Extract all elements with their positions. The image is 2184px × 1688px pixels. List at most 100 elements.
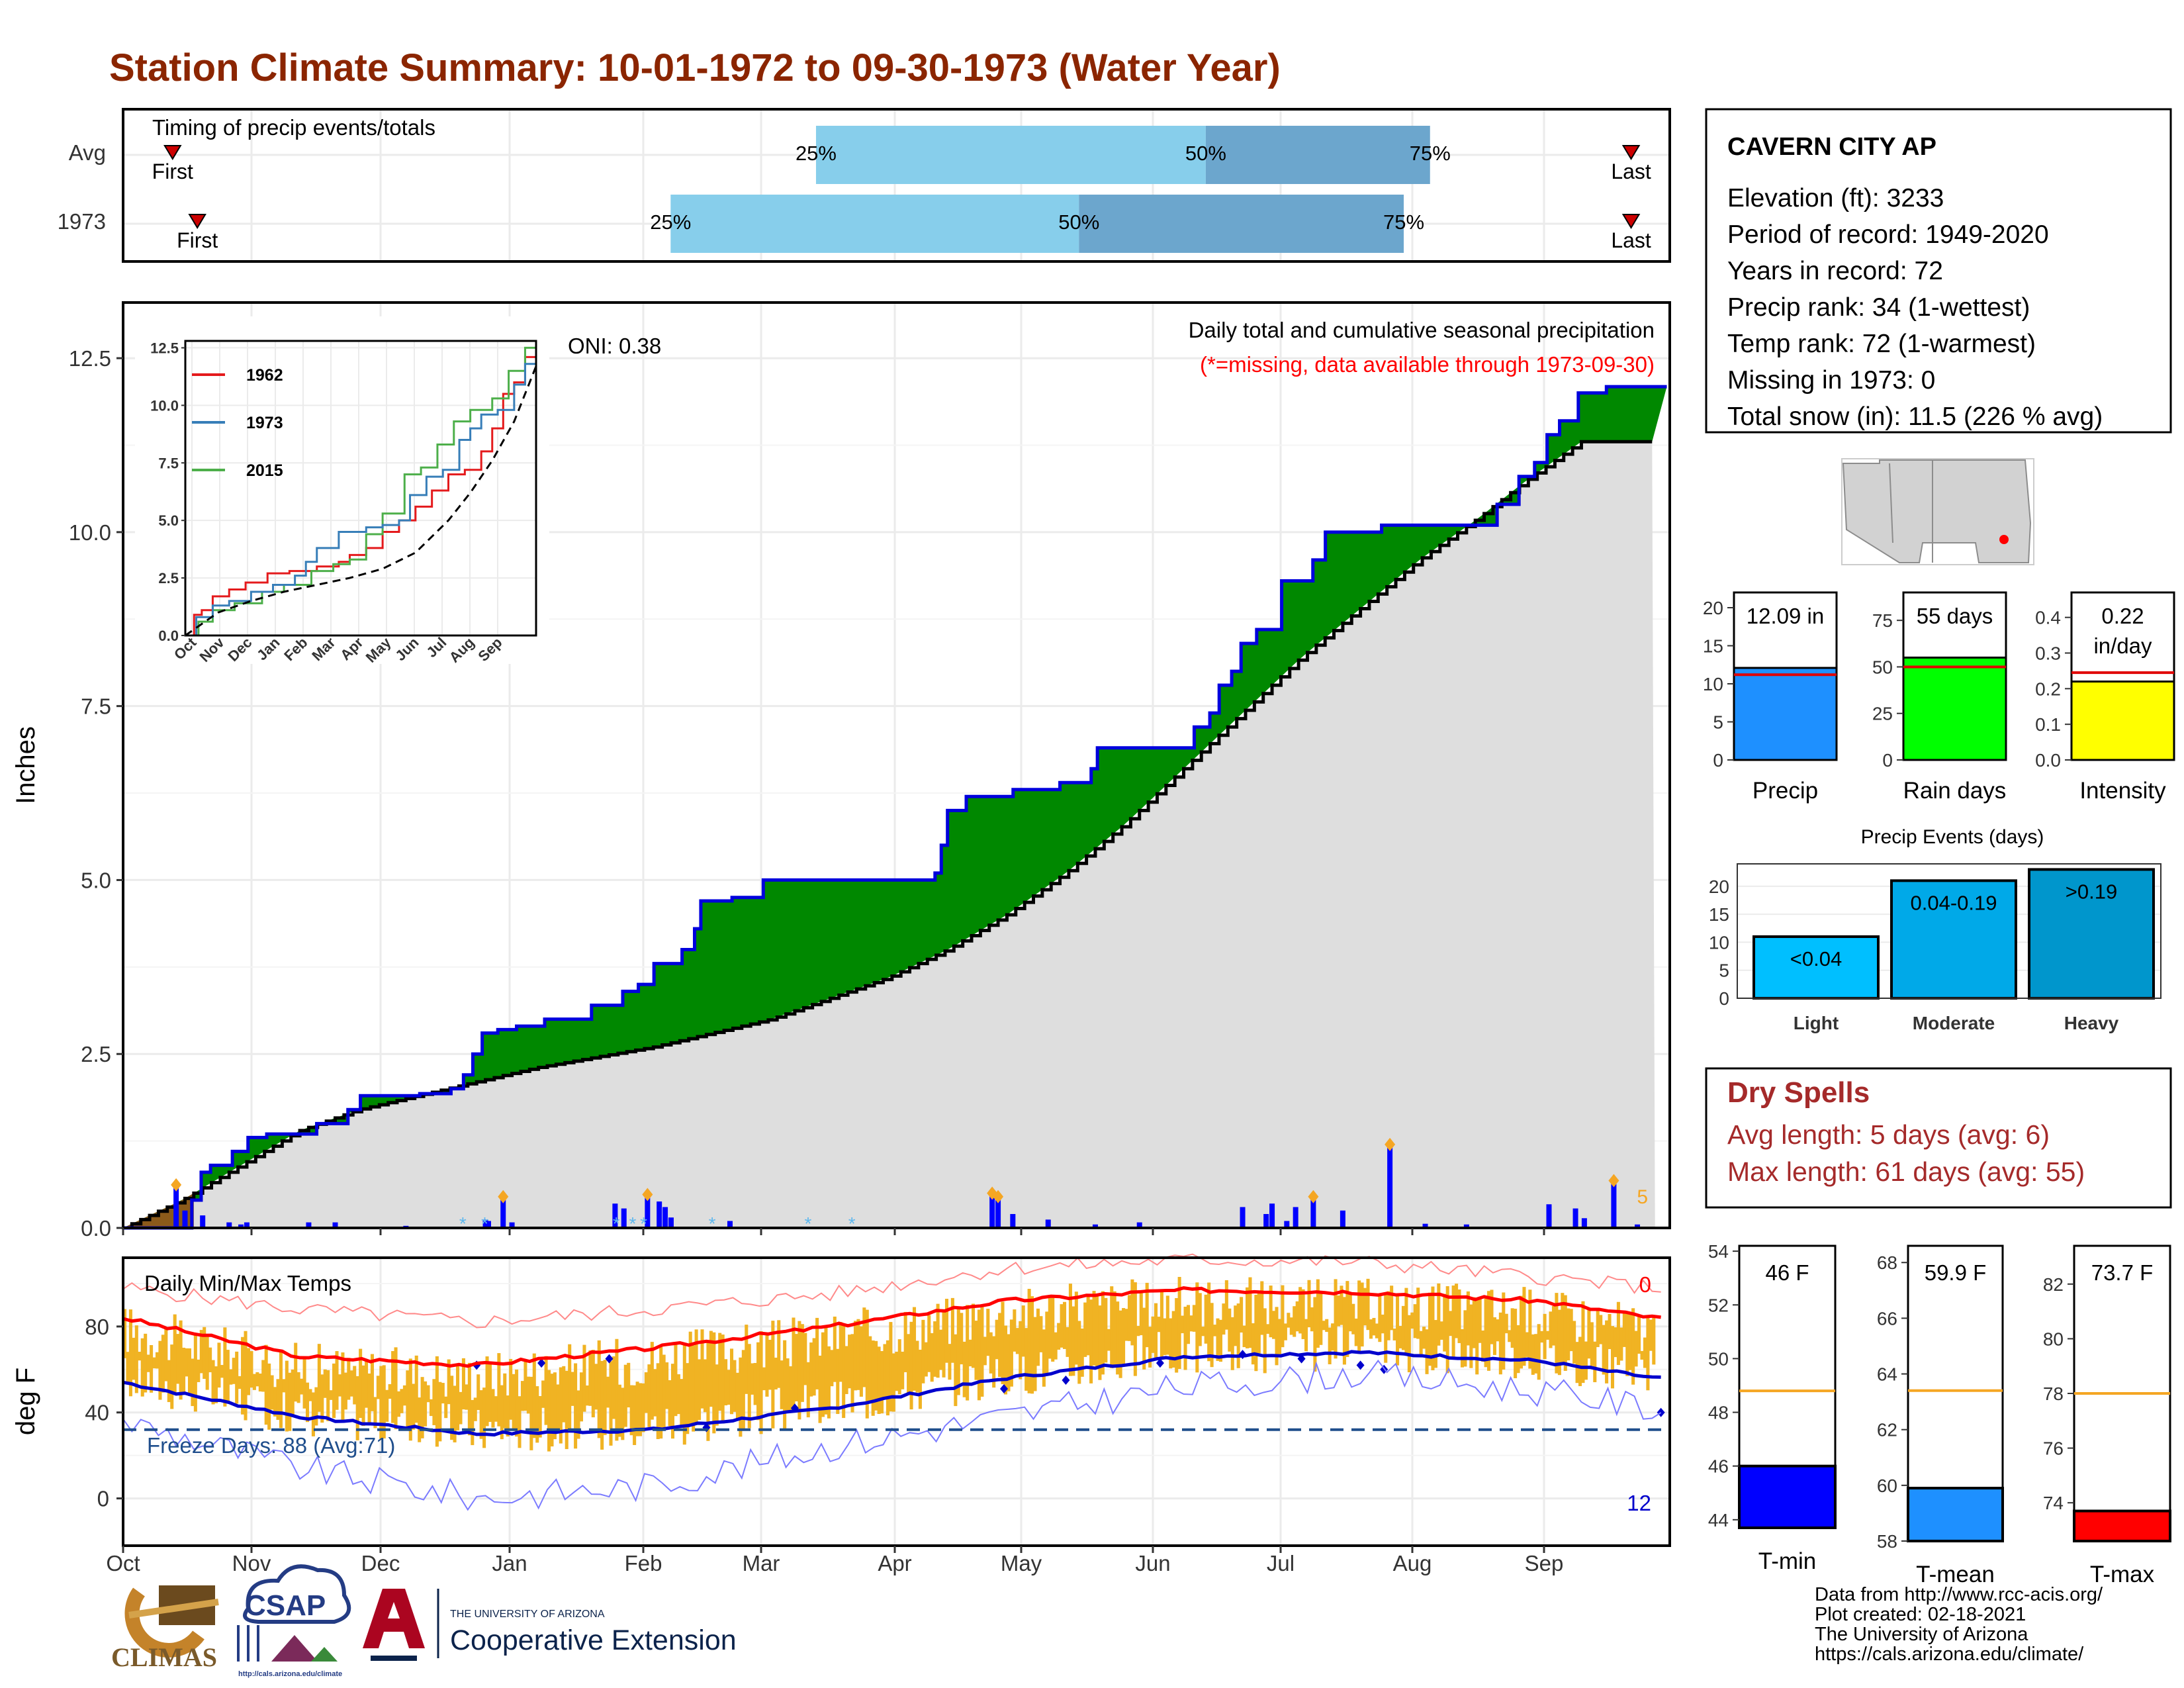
daily-precip-bar	[1045, 1219, 1051, 1228]
daily-precip-bar	[1581, 1218, 1587, 1228]
dry-spells-box: Dry Spells Avg length: 5 days (avg: 6) M…	[1705, 1067, 2172, 1209]
footer-line: Plot created: 02-18-2021	[1815, 1604, 2026, 1625]
daily-precip-bar	[485, 1221, 491, 1228]
inset-series-1973	[185, 350, 537, 637]
snow-marker: *	[459, 1213, 467, 1234]
timing-p75-label: 75%	[1383, 211, 1424, 234]
precip-tick: 0	[1713, 750, 1723, 771]
inset-legend-entry: 1973	[246, 414, 283, 432]
tmax-tick: 82	[2043, 1274, 2064, 1295]
footer-line: The University of Arizona	[1815, 1624, 2028, 1645]
raindays-bar	[1902, 656, 2007, 761]
timing-q25-q50-bar	[670, 195, 1079, 253]
month-tick: Oct	[106, 1551, 140, 1575]
daily-precip-bar	[1422, 1223, 1428, 1228]
daily-precip-bar	[612, 1203, 618, 1228]
heavy-event-marker	[1385, 1137, 1396, 1151]
record-low-marker	[1062, 1376, 1070, 1385]
tmin-tick: 44	[1708, 1510, 1729, 1530]
precip-y-tick: 2.5	[81, 1042, 111, 1066]
tmax-tick: 80	[2043, 1329, 2064, 1349]
tmax-tick: 74	[2043, 1493, 2064, 1513]
record-low-marker	[1156, 1358, 1164, 1368]
tmax-tick: 76	[2043, 1438, 2064, 1459]
inset-y-tick: 12.5	[150, 340, 179, 356]
dry-spells-max: Max length: 61 days (avg: 55)	[1727, 1156, 2085, 1187]
timing-row-avg-label: Avg	[69, 140, 106, 165]
first-event-label: First	[177, 228, 218, 252]
daily-precip-bar	[226, 1222, 232, 1228]
daily-precip-bar	[500, 1196, 506, 1228]
avg-max-temp-line	[122, 1286, 1661, 1368]
inset-legend-entry: 1962	[246, 366, 283, 385]
daily-precip-bar	[1340, 1210, 1345, 1228]
tmin-tick: 54	[1708, 1241, 1729, 1262]
timing-q25-q50-bar	[815, 126, 1206, 184]
precip-tick: 10	[1703, 674, 1723, 694]
month-tick: Nov	[232, 1551, 271, 1575]
inset-y-tick: 2.5	[158, 570, 179, 586]
station-info-box: CAVERN CITY AP Elevation (ft): 3233 Perio…	[1705, 108, 2172, 434]
month-tick: Sep	[1525, 1551, 1564, 1575]
daily-precip-bar	[989, 1193, 995, 1228]
intensity-value: 0.22	[2101, 604, 2144, 628]
intensity-tick: 0.3	[2035, 643, 2061, 664]
daily-precip-bar	[1387, 1144, 1393, 1228]
timing-panel: Timing of precip events/totals Avg 1973 …	[58, 108, 1671, 263]
university-of-arizona-logo: THE UNIVERSITY OF ARIZONA Cooperative Ex…	[363, 1589, 737, 1661]
first-event-marker	[163, 145, 182, 160]
month-tick: Feb	[625, 1551, 662, 1575]
month-tick: Dec	[361, 1551, 400, 1575]
station-info-line: Temp rank: 72 (1-warmest)	[1727, 330, 2036, 358]
precip-tick: 15	[1703, 636, 1723, 657]
temperature-panel: 0 40 80 deg F Daily Min/Max Temps Freeze D…	[11, 1253, 1671, 1575]
footer-line: Data from http://www.rcc-acis.org/	[1815, 1584, 2103, 1605]
raindays-value: 55 days	[1917, 604, 1993, 628]
tmean-tick: 62	[1877, 1420, 1897, 1440]
events-y-tick: 20	[1709, 876, 1729, 897]
daily-precip-bar	[1136, 1222, 1142, 1228]
month-tick: Jun	[1135, 1551, 1170, 1575]
tmax-value: 73.7 F	[2091, 1260, 2154, 1285]
hot-days-count: 0	[1639, 1272, 1651, 1297]
temp-y-tick: 0	[97, 1487, 109, 1511]
avg-cumulative-area	[123, 442, 1655, 1228]
tmin-tick: 46	[1708, 1456, 1729, 1477]
precip-y-tick: 10.0	[69, 520, 111, 545]
snow-marker: *	[709, 1213, 716, 1234]
daily-precip-bar	[1293, 1207, 1298, 1228]
tmean-tick: 60	[1877, 1476, 1897, 1496]
heavy-event-marker	[1308, 1190, 1319, 1203]
daily-precip-bar	[621, 1208, 627, 1228]
record-low-marker	[537, 1358, 546, 1368]
climas-logo: CLIMAS	[111, 1585, 219, 1672]
tmean-label: T-mean	[1916, 1562, 1995, 1587]
raindays-tick: 75	[1872, 610, 1893, 631]
daily-precip-bar	[1269, 1203, 1275, 1228]
last-event-label: Last	[1611, 160, 1651, 183]
heavy-event-marker	[171, 1178, 182, 1192]
last-event-marker	[1621, 145, 1641, 160]
month-tick: Apr	[878, 1551, 911, 1575]
timing-q50-q75-bar	[1205, 126, 1430, 184]
daily-precip-bar	[645, 1194, 651, 1228]
snow-marker: *	[613, 1213, 620, 1234]
daily-precip-bar	[1092, 1224, 1098, 1228]
events-y-tick: 5	[1719, 961, 1729, 981]
events-y-tick: 0	[1719, 988, 1729, 1009]
station-info-line: Total snow (in): 11.5 (226 % avg)	[1727, 402, 2103, 431]
tmin-tick: 50	[1708, 1348, 1729, 1369]
raindays-tick: 50	[1872, 657, 1893, 677]
daily-precip-bar	[1635, 1224, 1641, 1228]
events-bar-range: <0.04	[1790, 947, 1842, 970]
avg-cumulative-line	[123, 440, 1653, 1230]
precip-y-tick: 0.0	[81, 1216, 111, 1241]
temp-panel-label: Daily Min/Max Temps	[144, 1271, 351, 1295]
snow-marker: *	[640, 1213, 647, 1234]
intensity-tick: 0.0	[2035, 750, 2061, 771]
daily-precip-bar	[1263, 1213, 1269, 1228]
snow-marker: *	[629, 1213, 637, 1234]
raindays-label: Rain days	[1903, 778, 2007, 804]
heavy-event-count: 5	[1637, 1186, 1648, 1208]
